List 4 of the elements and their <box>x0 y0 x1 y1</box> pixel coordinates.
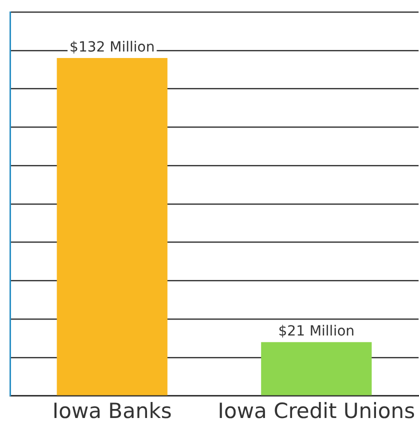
data-label: $21 Million <box>278 324 355 340</box>
x-tick-label: Iowa Banks <box>52 398 172 423</box>
x-tick-label: Iowa Credit Unions <box>218 398 415 423</box>
data-label: $132 Million <box>70 40 155 56</box>
